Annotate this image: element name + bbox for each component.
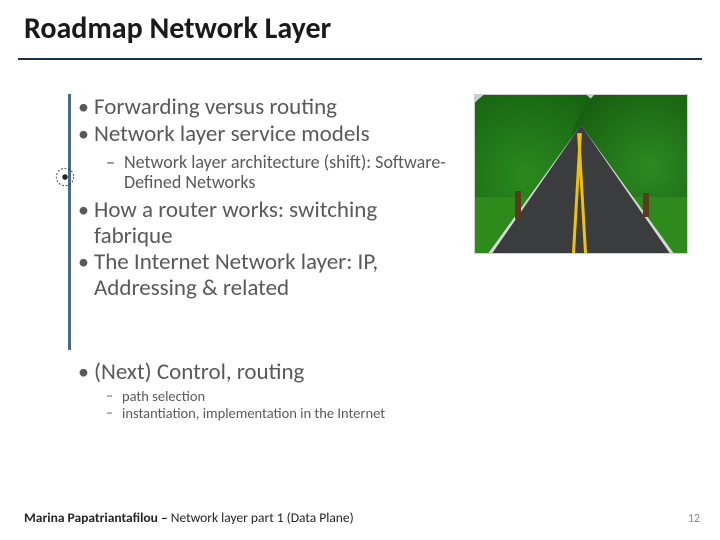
subbullet-sdn: Network layer architecture (shift): Soft… (106, 152, 458, 192)
tree-trunk-icon (515, 191, 521, 219)
subbullet-path-selection: path selection (106, 388, 558, 405)
slide-title: Roadmap Network Layer (24, 10, 331, 47)
page-number: 12 (688, 512, 700, 526)
roadmap-illustration (474, 94, 688, 254)
title-underline (18, 58, 702, 60)
tree-trunk-icon (643, 193, 649, 217)
footer-author: Marina Papatriantafilou – (24, 509, 171, 526)
footer-rest: Network layer part 1 (Data Plane) (171, 509, 354, 526)
subbullet-instantiation: instantiation, implementation in the Int… (106, 405, 558, 422)
bullet-forwarding-routing: Forwarding versus routing (78, 95, 458, 121)
content-block: Forwarding versus routing Network layer … (78, 95, 458, 303)
bullet-service-models: Network layer service models (78, 122, 458, 148)
bullet-internet-ip: The Internet Network layer: IP, Addressi… (78, 250, 458, 302)
content-accent-bar (68, 94, 71, 350)
bullet-next-control: (Next) Control, routing (78, 360, 558, 386)
lower-block: (Next) Control, routing path selection i… (78, 360, 558, 422)
focus-marker-icon (54, 166, 76, 188)
footer-text: Marina Papatriantafilou – Network layer … (24, 509, 354, 526)
bullet-router-works: How a router works: switching fabrique (78, 198, 458, 250)
